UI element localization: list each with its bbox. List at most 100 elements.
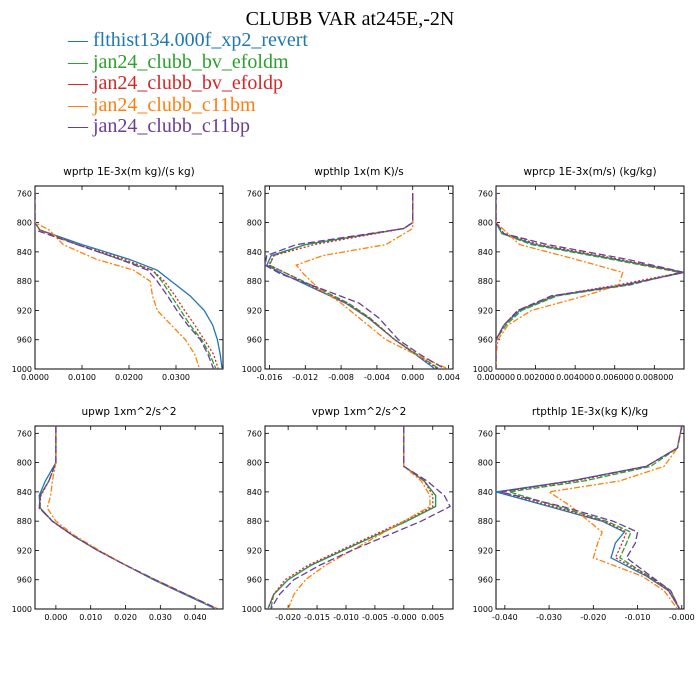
y-tick-label: 800 <box>478 459 493 468</box>
x-tick-label: -0.000 <box>391 613 417 622</box>
y-tick-label: 920 <box>478 546 493 555</box>
x-tick-label: 0.002000 <box>516 373 554 382</box>
series-line-2 <box>35 193 217 369</box>
series-line-5 <box>500 426 683 609</box>
y-tick-label: 800 <box>17 219 32 228</box>
panel-4: upwp 1xm^2/s^2 760 800 840 880 920 960 1000 0.00… <box>12 406 224 622</box>
y-tick-label: 840 <box>478 248 493 257</box>
series-line-4 <box>496 193 624 369</box>
y-tick-label: 1000 <box>473 605 493 614</box>
x-tick-label: 0.000 <box>44 613 67 622</box>
x-tick-label: 0.0100 <box>68 373 96 382</box>
x-tick-label: 0.010 <box>79 613 102 622</box>
y-tick-label: 960 <box>247 336 262 345</box>
x-tick-label: 0.006000 <box>596 373 634 382</box>
y-tick-label: 840 <box>17 488 32 497</box>
x-tick-label: 0.040 <box>184 613 207 622</box>
series-line-5 <box>270 426 451 609</box>
x-tick-label: -0.015 <box>304 613 330 622</box>
x-tick-label: -0.010 <box>625 613 651 622</box>
x-tick-label: -0.005 <box>362 613 388 622</box>
series-line-4 <box>287 426 431 609</box>
x-tick-label: -0.000 <box>669 613 695 622</box>
plot-frame <box>495 185 685 370</box>
x-tick-label: 0.000000 <box>477 373 515 382</box>
series-line-5 <box>496 193 684 369</box>
y-tick-label: 1000 <box>473 365 493 374</box>
y-tick-label: 960 <box>17 336 32 345</box>
panel-3: wprcp 1E-3x(m/s) (kg/kg) 760 800 840 880 920 9… <box>473 166 685 382</box>
x-tick-label: 0.005 <box>421 613 444 622</box>
legend-marker: — <box>68 29 93 51</box>
x-tick-label: 0.0200 <box>115 373 143 382</box>
series-line-3 <box>496 193 683 369</box>
y-tick-label: 920 <box>478 306 493 315</box>
panel-title: wprcp 1E-3x(m/s) (kg/kg) <box>523 166 656 178</box>
y-tick-label: 760 <box>478 189 493 198</box>
series-line-4 <box>295 193 449 369</box>
y-tick-label: 800 <box>247 219 262 228</box>
x-tick-label: -0.016 <box>257 373 283 382</box>
panel-1: wprtp 1E-3x(m kg)/(s kg) 760 800 840 880 920 9… <box>12 166 224 382</box>
legend: — flthist134.000f_xp2_revert — jan24_clu… <box>68 29 308 138</box>
y-tick-label: 760 <box>247 429 262 438</box>
y-tick-label: 760 <box>17 189 32 198</box>
series-line-3 <box>35 193 219 369</box>
x-tick-label: 0.0300 <box>162 373 190 382</box>
y-tick-label: 880 <box>478 517 493 526</box>
y-tick-label: 960 <box>478 336 493 345</box>
plot-frame <box>264 185 454 370</box>
x-tick-label: -0.030 <box>536 613 562 622</box>
series-line-2 <box>496 193 681 369</box>
x-tick-label: 0.000 <box>401 373 424 382</box>
series-line-2 <box>268 193 440 369</box>
series-line-3 <box>38 426 219 609</box>
y-tick-label: 1000 <box>12 365 32 374</box>
y-tick-label: 840 <box>247 248 262 257</box>
panel-title: rtpthlp 1E-3x(kg K)/kg <box>532 406 648 418</box>
legend-label: jan24_clubb_bv_efoldp <box>93 72 283 94</box>
legend-label: jan24_clubb_c11bp <box>93 115 251 137</box>
x-tick-label: 0.0000 <box>21 373 49 382</box>
y-tick-label: 800 <box>17 459 32 468</box>
y-tick-label: 920 <box>247 546 262 555</box>
panel-title: vpwp 1xm^2/s^2 <box>312 406 407 418</box>
y-tick-label: 760 <box>247 189 262 198</box>
y-tick-label: 880 <box>17 517 32 526</box>
plot-frame <box>34 425 224 610</box>
panel-title: wpthlp 1x(m K)/s <box>314 166 404 178</box>
y-tick-label: 920 <box>247 306 262 315</box>
x-tick-label: 0.030 <box>149 613 172 622</box>
plot-frame <box>34 185 224 370</box>
legend-marker: — <box>68 115 93 137</box>
x-tick-label: -0.010 <box>333 613 359 622</box>
series-line-3 <box>500 426 683 609</box>
x-tick-label: -0.012 <box>292 373 318 382</box>
series-line-4 <box>547 426 683 609</box>
y-tick-label: 880 <box>17 277 32 286</box>
y-tick-label: 920 <box>17 546 32 555</box>
plot-frame <box>495 425 685 610</box>
x-tick-label: -0.020 <box>275 613 301 622</box>
y-tick-label: 880 <box>478 277 493 286</box>
panel-6: rtpthlp 1E-3x(kg K)/kg 760 800 840 880 920 960… <box>473 406 695 622</box>
plot-frame <box>264 425 454 610</box>
y-tick-label: 840 <box>17 248 32 257</box>
y-tick-label: 760 <box>478 429 493 438</box>
series-line-1 <box>496 193 684 369</box>
x-tick-label: -0.008 <box>328 373 354 382</box>
x-tick-label: -0.004 <box>364 373 390 382</box>
legend-label: jan24_clubb_bv_efoldm <box>93 50 289 73</box>
y-tick-label: 840 <box>478 488 493 497</box>
chart-title: CLUBB VAR at245E,-2N <box>245 8 455 30</box>
series-line-3 <box>267 193 439 369</box>
series-line-1 <box>35 193 223 369</box>
x-tick-label: 0.020 <box>114 613 137 622</box>
y-tick-label: 920 <box>17 306 32 315</box>
legend-label: flthist134.000f_xp2_revert <box>93 29 308 51</box>
x-tick-label: -0.040 <box>492 613 518 622</box>
legend-marker: — <box>68 93 93 116</box>
series-line-1 <box>38 426 217 609</box>
legend-entry: — jan24_clubb_bv_efoldm <box>68 50 308 74</box>
